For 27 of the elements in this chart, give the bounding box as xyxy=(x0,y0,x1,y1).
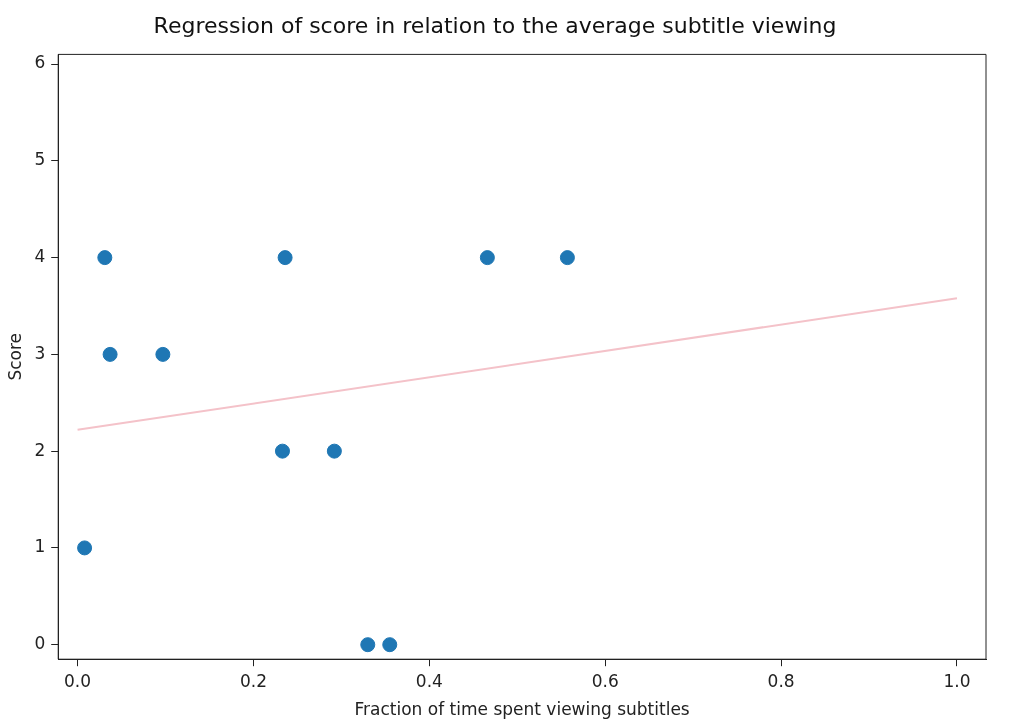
x-tick-label: 0.4 xyxy=(415,670,443,691)
y-tick-label: 1 xyxy=(34,536,46,557)
point xyxy=(277,250,293,266)
x-axis-title: Fraction of time spent viewing subtitles xyxy=(354,699,690,720)
y-axis-title: Score xyxy=(4,332,25,381)
x-tick-label: 1.0 xyxy=(943,670,971,691)
point xyxy=(326,443,342,459)
y-tick-label: 3 xyxy=(34,342,46,363)
point xyxy=(559,250,575,266)
point xyxy=(274,443,290,459)
point xyxy=(382,637,398,653)
x-tick-label: 0.6 xyxy=(591,670,619,691)
point xyxy=(77,540,93,556)
point xyxy=(155,346,171,362)
x-tick-label: 0.8 xyxy=(767,670,795,691)
point xyxy=(97,250,113,266)
x-tick-label: 0.0 xyxy=(64,670,92,691)
y-tick-label: 2 xyxy=(34,439,46,460)
x-tick-label: 0.2 xyxy=(239,670,267,691)
point xyxy=(360,637,376,653)
y-tick-label: 5 xyxy=(34,149,46,170)
point xyxy=(479,250,495,266)
y-tick-label: 4 xyxy=(34,246,46,267)
chart-title: Regression of score in relation to the average subtitle viewing xyxy=(153,12,837,38)
y-tick-label: 0 xyxy=(34,633,46,654)
y-tick-label: 6 xyxy=(34,52,46,73)
point xyxy=(102,346,118,362)
